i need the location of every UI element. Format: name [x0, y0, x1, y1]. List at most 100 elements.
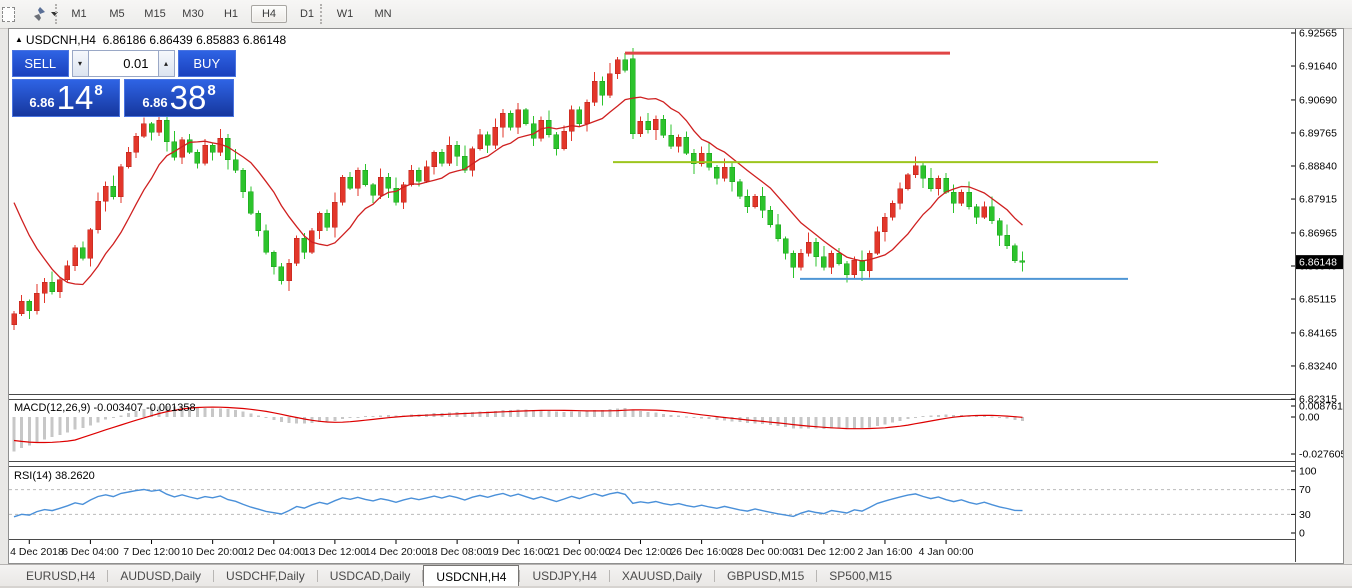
chart-window[interactable]: 6.92565 6.91640 6.90690 6.89765 6.88840 6.879… — [8, 28, 1344, 564]
tab-separator — [519, 570, 521, 582]
tab-separator — [316, 570, 318, 582]
tab-separator — [422, 570, 424, 582]
svg-text:6.92565: 6.92565 — [1299, 29, 1337, 40]
tab-separator — [213, 570, 215, 582]
toolbar-grip-2[interactable] — [320, 4, 325, 24]
svg-text:26 Dec 16:00: 26 Dec 16:00 — [670, 546, 733, 558]
svg-text:14 Dec 20:00: 14 Dec 20:00 — [365, 546, 428, 558]
sell-price-prefix: 6.86 — [29, 95, 55, 110]
ohlc-high: 6.86439 — [149, 33, 193, 47]
svg-text:18 Dec 08:00: 18 Dec 08:00 — [426, 546, 489, 558]
sell-price-point: 8 — [94, 82, 103, 99]
svg-text:13 Dec 12:00: 13 Dec 12:00 — [304, 546, 367, 558]
svg-text:7 Dec 12:00: 7 Dec 12:00 — [123, 546, 180, 558]
sell-price-pips: 14 — [56, 79, 94, 116]
buy-price-point: 8 — [207, 82, 216, 99]
timeframe-button-h1[interactable]: H1 — [223, 8, 239, 20]
timeframe-button-m5[interactable]: M5 — [109, 8, 125, 20]
timeframe-button-mn[interactable]: MN — [374, 8, 392, 20]
timeframe-toolbar: M1 M5 M15 M30 H1 H4 D1 W1 MN — [0, 0, 1352, 29]
tab-usdjpy-h4[interactable]: USDJPY,H4 — [532, 569, 597, 583]
buy-button[interactable]: BUY — [177, 50, 236, 77]
svg-text:6.87915: 6.87915 — [1299, 194, 1337, 206]
svg-text:4 Jan 00:00: 4 Jan 00:00 — [919, 546, 974, 558]
svg-text:6.85115: 6.85115 — [1299, 294, 1336, 306]
svg-text:6.83240: 6.83240 — [1299, 360, 1337, 372]
timeframe-button-m1[interactable]: M1 — [71, 8, 87, 20]
timeframe-button-m15[interactable]: M15 — [144, 8, 166, 20]
svg-text:6.82315: 6.82315 — [1299, 393, 1337, 405]
chart-canvas[interactable]: 6.92565 6.91640 6.90690 6.89765 6.88840 6.879… — [9, 29, 1343, 563]
tab-audusd-daily[interactable]: AUDUSD,Daily — [120, 569, 202, 583]
timeframe-buttons: M1 M5 M15 M30 H1 H4 D1 W1 MN — [60, 3, 402, 25]
timeframe-button-m30[interactable]: M30 — [182, 8, 204, 20]
volume-input[interactable]: 0.01 — [88, 50, 158, 77]
svg-text:-0.027605: -0.027605 — [1299, 448, 1343, 460]
rsi-name: RSI(14) — [14, 470, 52, 482]
svg-text:0: 0 — [1299, 528, 1305, 540]
svg-text:6.84165: 6.84165 — [1299, 327, 1337, 339]
chart-title: ▲ USDCNH,H4 6.86186 6.86439 6.85883 6.861… — [15, 33, 286, 47]
svg-text:30: 30 — [1299, 509, 1311, 521]
svg-text:6.91640: 6.91640 — [1299, 61, 1337, 73]
ohlc-low: 6.85883 — [196, 33, 240, 47]
selection-rectangle-icon[interactable] — [2, 7, 15, 22]
svg-text:6.90690: 6.90690 — [1299, 94, 1337, 106]
svg-text:6.88840: 6.88840 — [1299, 161, 1337, 173]
volume-up-button[interactable]: ▴ — [157, 50, 175, 77]
tab-sp500-m15[interactable]: SP500,M15 — [829, 569, 893, 583]
tab-eurusd-h4[interactable]: EURUSD,H4 — [26, 569, 96, 583]
svg-text:6.86965: 6.86965 — [1299, 227, 1337, 239]
timeframe-button-h4[interactable]: H4 — [251, 5, 287, 23]
toolbar-grip[interactable] — [55, 4, 60, 24]
sell-price-button[interactable]: 6.86 14 8 — [12, 79, 120, 117]
timeframe-button-d1[interactable]: D1 — [299, 8, 315, 20]
tab-xauusd-daily[interactable]: XAUUSD,Daily — [621, 569, 702, 583]
tab-usdcnh-h4[interactable]: USDCNH,H4 — [423, 565, 520, 587]
buy-price-prefix: 6.86 — [142, 95, 168, 110]
svg-text:6 Dec 04:00: 6 Dec 04:00 — [62, 546, 119, 558]
ohlc-close: 6.86148 — [242, 33, 287, 47]
svg-text:6.89765: 6.89765 — [1299, 127, 1337, 139]
svg-text:24 Dec 12:00: 24 Dec 12:00 — [609, 546, 672, 558]
sell-button[interactable]: SELL — [12, 50, 69, 77]
buy-price-button[interactable]: 6.86 38 8 — [124, 79, 234, 117]
volume-down-button[interactable]: ▾ — [71, 50, 89, 77]
svg-text:2 Jan 16:00: 2 Jan 16:00 — [858, 546, 913, 558]
macd-name: MACD(12,26,9) — [14, 402, 91, 414]
tab-separator — [713, 570, 715, 582]
svg-text:100: 100 — [1299, 466, 1317, 478]
svg-text:0.00: 0.00 — [1299, 412, 1320, 424]
svg-text:6.86148: 6.86148 — [1299, 257, 1337, 269]
bottom-strip — [0, 586, 1352, 588]
tab-usdchf-daily[interactable]: USDCHF,Daily — [226, 569, 305, 583]
double-arrow-icon — [34, 7, 45, 21]
tab-separator — [107, 570, 109, 582]
tab-separator — [608, 570, 610, 582]
collapse-triangle-icon[interactable]: ▲ — [15, 35, 23, 44]
svg-text:4 Dec 2018: 4 Dec 2018 — [10, 546, 64, 558]
svg-text:10 Dec 20:00: 10 Dec 20:00 — [181, 546, 244, 558]
chart-symbol: USDCNH,H4 — [25, 33, 96, 47]
macd-label: MACD(12,26,9) -0.003407 -0.001358 — [14, 402, 196, 414]
svg-text:12 Dec 04:00: 12 Dec 04:00 — [243, 546, 306, 558]
svg-text:31 Dec 12:00: 31 Dec 12:00 — [793, 546, 856, 558]
svg-text:28 Dec 00:00: 28 Dec 00:00 — [731, 546, 794, 558]
tab-separator — [816, 570, 818, 582]
tabbar-pad — [0, 565, 14, 587]
svg-text:0.008761: 0.008761 — [1299, 401, 1343, 413]
tab-usdcad-daily[interactable]: USDCAD,Daily — [329, 569, 411, 583]
one-click-trading-panel: SELL ▾ 0.01 ▴ BUY 6.86 14 8 6.86 38 8 — [12, 50, 236, 117]
svg-text:70: 70 — [1299, 484, 1311, 496]
timeframe-button-w1[interactable]: W1 — [336, 8, 354, 20]
svg-text:19 Dec 16:00: 19 Dec 16:00 — [487, 546, 550, 558]
tab-gbpusd-m15[interactable]: GBPUSD,M15 — [726, 569, 805, 583]
buy-price-pips: 38 — [169, 79, 207, 116]
rsi-label: RSI(14) 38.2620 — [14, 470, 95, 482]
svg-text:21 Dec 00:00: 21 Dec 00:00 — [548, 546, 611, 558]
macd-values: -0.003407 -0.001358 — [93, 402, 196, 414]
ohlc-open: 6.86186 — [102, 33, 146, 47]
chart-tab-bar: EURUSD,H4 AUDUSD,Daily USDCHF,Daily USDCAD,… — [0, 564, 1352, 587]
rsi-value: 38.2620 — [54, 470, 95, 482]
